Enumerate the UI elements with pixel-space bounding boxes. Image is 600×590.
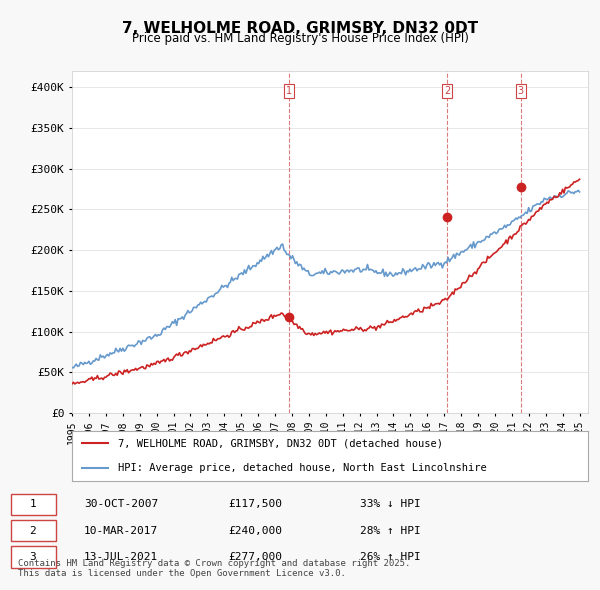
Text: 30-OCT-2007: 30-OCT-2007: [84, 499, 158, 509]
Text: 7, WELHOLME ROAD, GRIMSBY, DN32 0DT: 7, WELHOLME ROAD, GRIMSBY, DN32 0DT: [122, 21, 478, 35]
Text: 26% ↑ HPI: 26% ↑ HPI: [360, 552, 421, 562]
Text: Contains HM Land Registry data © Crown copyright and database right 2025.
This d: Contains HM Land Registry data © Crown c…: [18, 559, 410, 578]
Text: HPI: Average price, detached house, North East Lincolnshire: HPI: Average price, detached house, Nort…: [118, 463, 487, 473]
Text: £240,000: £240,000: [228, 526, 282, 536]
Text: Price paid vs. HM Land Registry's House Price Index (HPI): Price paid vs. HM Land Registry's House …: [131, 32, 469, 45]
FancyBboxPatch shape: [11, 520, 56, 541]
Text: 7, WELHOLME ROAD, GRIMSBY, DN32 0DT (detached house): 7, WELHOLME ROAD, GRIMSBY, DN32 0DT (det…: [118, 438, 443, 448]
Text: 2: 2: [29, 526, 37, 536]
Text: 3: 3: [518, 86, 524, 96]
Text: 13-JUL-2021: 13-JUL-2021: [84, 552, 158, 562]
FancyBboxPatch shape: [11, 546, 56, 568]
Text: 28% ↑ HPI: 28% ↑ HPI: [360, 526, 421, 536]
Text: £277,000: £277,000: [228, 552, 282, 562]
Text: 33% ↓ HPI: 33% ↓ HPI: [360, 499, 421, 509]
Text: 1: 1: [29, 499, 37, 509]
Text: 3: 3: [29, 552, 37, 562]
Text: 1: 1: [286, 86, 292, 96]
Text: 10-MAR-2017: 10-MAR-2017: [84, 526, 158, 536]
FancyBboxPatch shape: [11, 494, 56, 515]
Text: £117,500: £117,500: [228, 499, 282, 509]
Text: 2: 2: [444, 86, 451, 96]
